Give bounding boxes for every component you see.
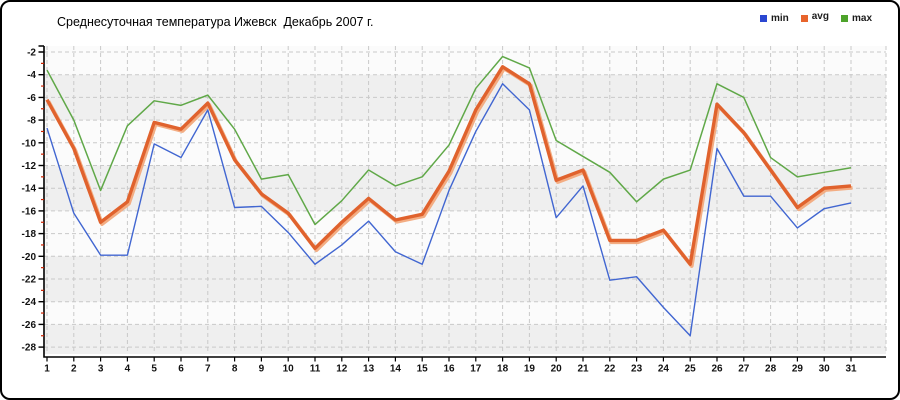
min-swatch-icon [759,15,767,22]
svg-text:-8: -8 [27,116,36,127]
svg-text:25: 25 [685,364,697,375]
svg-text:-18: -18 [22,229,37,240]
svg-text:22: 22 [604,364,616,375]
svg-text:-28: -28 [22,343,37,354]
svg-text:2: 2 [71,364,77,375]
y-axis-ticks [38,45,44,348]
svg-text:31: 31 [845,364,857,375]
svg-text:8: 8 [232,364,238,375]
svg-text:15: 15 [417,364,429,375]
svg-text:19: 19 [524,364,536,375]
y-axis-labels: -2 -4 -6 -8 -10 -12 -14 -16 -18 -20 -22 -24 -26 -28 [22,48,37,354]
svg-text:30: 30 [819,364,831,375]
svg-text:-16: -16 [22,206,37,217]
max-swatch-icon [840,15,848,22]
svg-text:3: 3 [98,364,104,375]
min-line [46,83,852,337]
avg-line [45,65,852,266]
max-line [46,55,852,226]
svg-text:29: 29 [792,364,804,375]
svg-text:23: 23 [631,364,643,375]
svg-text:10: 10 [283,364,295,375]
legend-item-max: max [840,13,872,24]
svg-text:16: 16 [443,364,455,375]
x-axis-ticks [46,357,852,362]
svg-text:5: 5 [151,364,157,375]
legend-item-avg: avg [800,11,829,24]
svg-text:7: 7 [205,364,211,375]
svg-text:-20: -20 [22,252,37,263]
legend-label-max: max [851,13,872,24]
svg-text:6: 6 [178,364,184,375]
svg-text:20: 20 [551,364,563,375]
svg-text:-14: -14 [22,184,37,195]
svg-text:28: 28 [765,364,777,375]
svg-text:-22: -22 [22,275,37,286]
svg-text:13: 13 [363,364,375,375]
svg-text:26: 26 [711,364,723,375]
svg-text:12: 12 [336,364,348,375]
axes [43,46,886,358]
avg-swatch-icon [800,15,808,22]
svg-text:-2: -2 [27,48,36,59]
svg-text:4: 4 [125,364,131,375]
svg-text:-24: -24 [22,297,37,308]
svg-text:21: 21 [577,364,589,375]
svg-text:14: 14 [390,364,402,375]
chart-title: Среднесуточная температура Ижевск Декабр… [57,15,374,29]
legend-label-avg: avg [811,11,829,22]
svg-text:17: 17 [470,364,482,375]
svg-text:-12: -12 [22,161,37,172]
svg-text:18: 18 [497,364,509,375]
x-axis-labels: 1 2 3 4 5 6 7 8 9 10 11 12 13 14 15 16 17 18 19 20 21 22 23 24 2… [44,364,857,375]
legend: min avg max [759,11,872,24]
svg-text:24: 24 [658,364,670,375]
legend-label-min: min [770,13,789,24]
plot-background [44,46,886,354]
svg-text:11: 11 [310,364,321,375]
svg-text:9: 9 [259,364,265,375]
svg-text:-6: -6 [27,93,36,104]
legend-item-min: min [759,13,789,24]
svg-text:-26: -26 [22,320,37,331]
svg-text:27: 27 [738,364,750,375]
svg-text:-4: -4 [27,70,36,81]
svg-text:-10: -10 [22,138,37,149]
svg-text:1: 1 [44,364,50,375]
